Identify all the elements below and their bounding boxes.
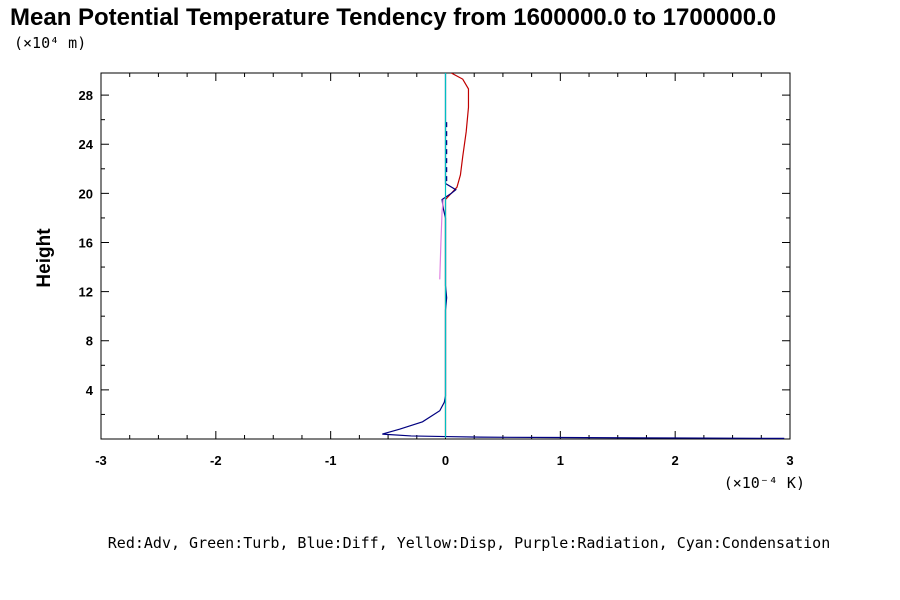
y-tick-label: 4 <box>86 383 94 398</box>
x-tick-label: 3 <box>786 453 793 468</box>
x-tick-label: -1 <box>325 453 337 468</box>
y-tick-label: 8 <box>86 334 93 349</box>
chart-title: Mean Potential Temperature Tendency from… <box>10 4 776 31</box>
series-layer <box>382 73 785 439</box>
series-line-0 <box>444 73 470 438</box>
x-tick-label: 2 <box>672 453 679 468</box>
legend: Red:Adv, Green:Turb, Blue:Diff, Yellow:D… <box>108 534 830 552</box>
y-tick-label: 12 <box>79 285 93 300</box>
x-tick-label: 1 <box>557 453 564 468</box>
x-tick-label: -2 <box>210 453 222 468</box>
x-tick-label: 0 <box>442 453 449 468</box>
y-tick-label: 20 <box>79 186 93 201</box>
y-unit-label: (×10⁴ m) <box>14 34 86 52</box>
y-tick-label: 24 <box>79 137 94 152</box>
y-tick-label: 16 <box>79 235 93 250</box>
y-tick-label: 28 <box>79 88 93 103</box>
series-line-1 <box>382 73 785 439</box>
series-line-3 <box>439 199 444 280</box>
x-tick-label: -3 <box>95 453 107 468</box>
y-axis-label: Height <box>34 228 55 288</box>
x-unit-label: (×10⁻⁴ K) <box>724 474 805 492</box>
